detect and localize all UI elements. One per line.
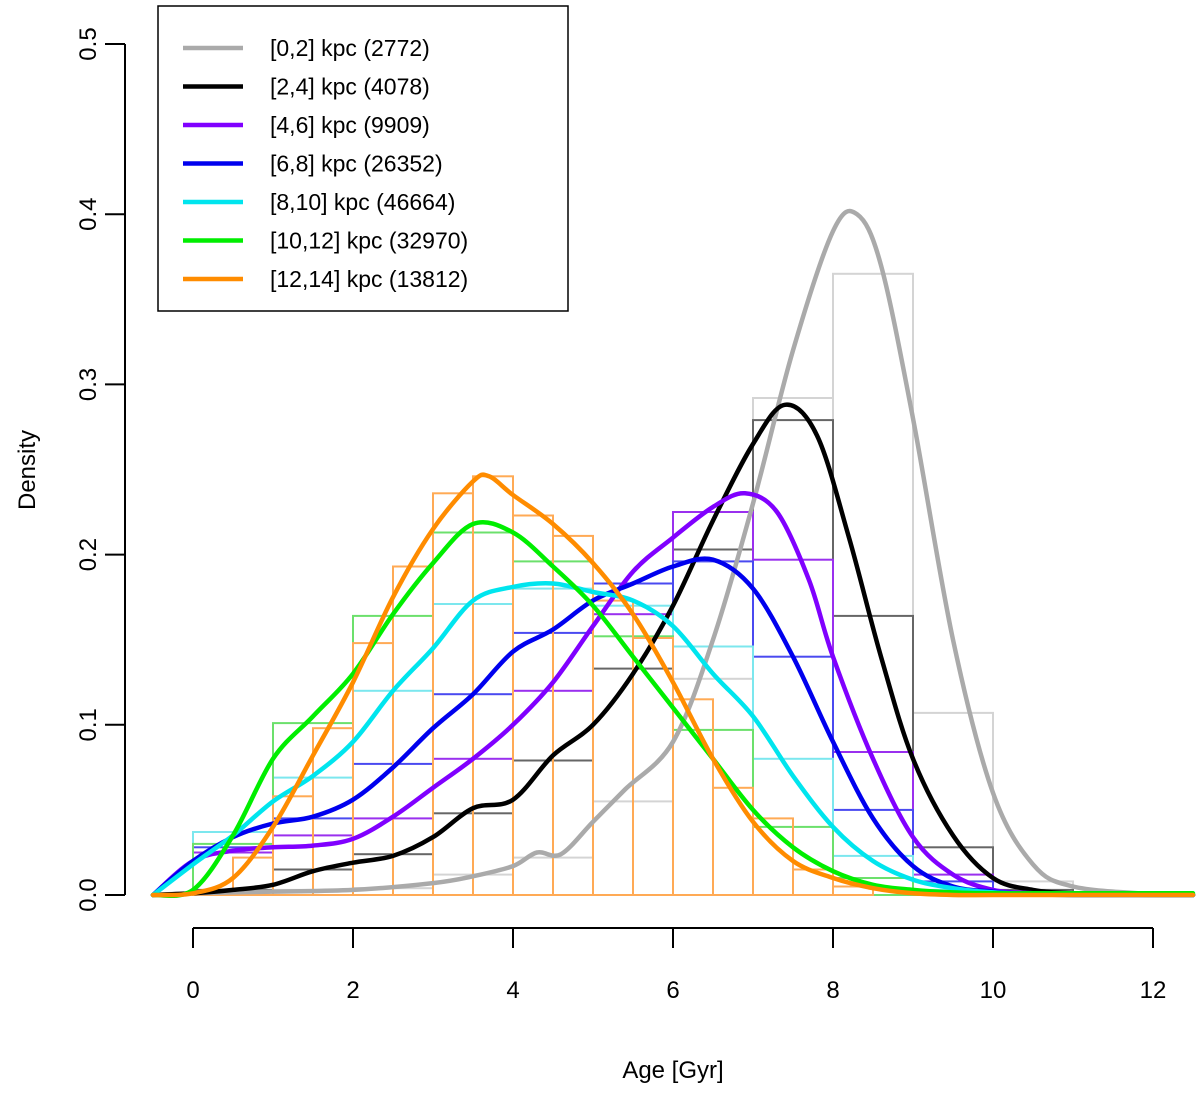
legend-label: [6,8] kpc (26352) [270, 151, 443, 177]
legend-label: [12,14] kpc (13812) [270, 266, 468, 292]
density-curve-0 [150, 208, 1196, 898]
legend-label: [8,10] kpc (46664) [270, 189, 455, 215]
legend-label: [10,12] kpc (32970) [270, 228, 468, 254]
y-tick-label: 0.3 [75, 368, 102, 401]
hist-bar [832, 885, 874, 896]
density-curves-layer [150, 208, 1196, 899]
legend-item: [2,4] kpc (4078) [183, 74, 430, 100]
legend-label: [4,6] kpc (9909) [270, 112, 430, 138]
legend-item: [10,12] kpc (32970) [183, 228, 468, 254]
x-tick-label: 6 [666, 977, 679, 1004]
legend-item: [12,14] kpc (13812) [183, 266, 468, 292]
axes: 0 2 4 6 8 10 12 0.0 0.1 0.2 0.3 0.4 0.5 Age [Gyr] D… [14, 27, 1166, 1084]
legend-box [157, 5, 569, 312]
hist-bar [752, 817, 794, 897]
y-tick-label: 0.5 [75, 27, 102, 60]
histogram-series-6 [192, 475, 874, 897]
legend-item: [4,6] kpc (9909) [183, 112, 430, 138]
x-tick-label: 0 [186, 977, 199, 1004]
hist-bar [592, 599, 634, 896]
y-tick-label: 0.1 [75, 708, 102, 741]
x-ticks: 0 2 4 6 8 10 12 [186, 928, 1166, 1004]
legend: [0,2] kpc (2772) [2,4] kpc (4078) [4,6] kp… [157, 5, 569, 312]
legend-item: [8,10] kpc (46664) [183, 189, 455, 215]
density-curve-1 [150, 402, 1196, 898]
x-tick-label: 8 [826, 977, 839, 1004]
y-axis-title: Density [14, 430, 41, 510]
legend-item: [6,8] kpc (26352) [183, 151, 443, 177]
x-tick-label: 12 [1140, 977, 1167, 1004]
y-tick-label: 0.0 [75, 878, 102, 911]
x-axis-title: Age [Gyr] [622, 1057, 723, 1084]
legend-item: [0,2] kpc (2772) [183, 35, 430, 61]
legend-label: [2,4] kpc (4078) [270, 74, 430, 100]
x-tick-label: 4 [506, 977, 519, 1004]
density-curve-2 [150, 491, 1196, 898]
y-tick-label: 0.2 [75, 538, 102, 571]
legend-items: [0,2] kpc (2772) [2,4] kpc (4078) [4,6] kp… [183, 35, 468, 292]
legend-label: [0,2] kpc (2772) [270, 35, 430, 61]
y-tick-label: 0.4 [75, 198, 102, 231]
x-tick-label: 10 [980, 977, 1007, 1004]
density-curve-6 [150, 472, 1196, 898]
y-ticks: 0.0 0.1 0.2 0.3 0.4 0.5 [75, 27, 125, 912]
x-tick-label: 2 [346, 977, 359, 1004]
